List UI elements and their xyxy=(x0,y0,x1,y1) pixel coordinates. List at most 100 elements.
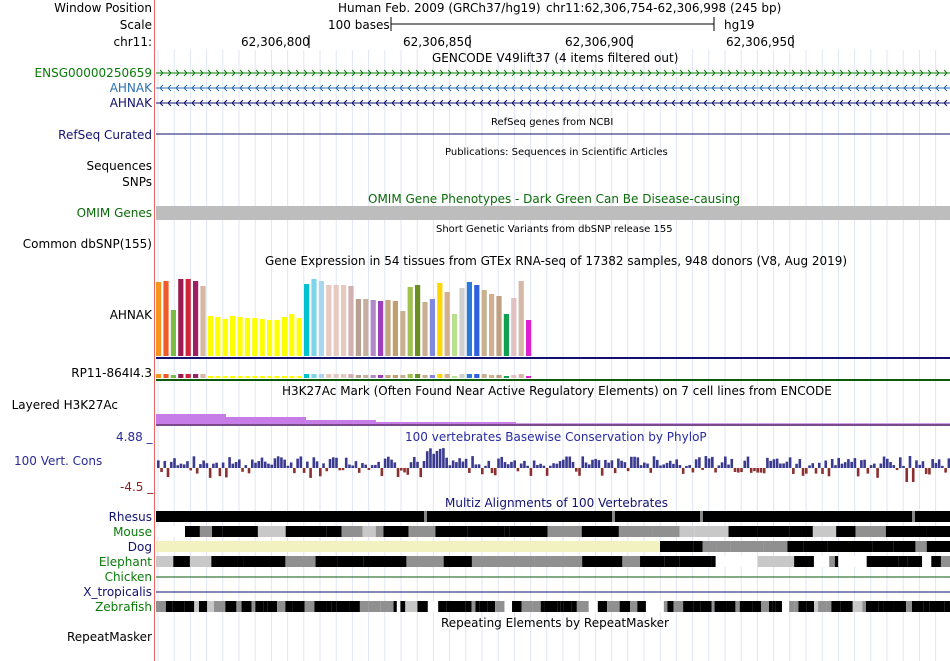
alignment-block xyxy=(693,541,703,552)
phylop-conservation-bars[interactable] xyxy=(0,0,950,500)
species-label-elephant[interactable]: Elephant xyxy=(98,555,152,569)
strand-arrow xyxy=(431,99,436,107)
alignment-block xyxy=(211,556,238,567)
assembly-text: Human Feb. 2009 (GRCh37/hg19) xyxy=(338,1,541,15)
phylop-positive-bar xyxy=(173,458,176,468)
alignment-block xyxy=(798,601,807,612)
alignment-block xyxy=(715,556,758,567)
phylop-label[interactable]: 100 Vert. Cons xyxy=(14,454,103,468)
strand-arrow xyxy=(279,69,284,77)
strand-arrow xyxy=(671,84,676,92)
alignment-block xyxy=(184,526,200,537)
phylop-negative-bar xyxy=(856,468,860,477)
alignment-block xyxy=(396,601,401,612)
phylop-positive-bar xyxy=(672,463,675,468)
strand-arrow xyxy=(655,69,660,77)
phylop-negative-bar xyxy=(759,468,763,473)
alignment-block xyxy=(834,556,839,567)
multiz-alignment-blocks[interactable] xyxy=(0,0,950,620)
phylop-positive-bar xyxy=(286,465,290,468)
gencode-gene-lines[interactable] xyxy=(0,0,950,120)
species-label-dog[interactable]: Dog xyxy=(127,540,152,554)
alignment-block xyxy=(184,601,195,612)
phylop-positive-bar xyxy=(902,465,905,468)
alignment-block xyxy=(885,526,927,537)
gtex-tissue-bar xyxy=(311,279,317,356)
alignment-block xyxy=(866,556,899,567)
h3k27ac-label[interactable]: Layered H3K27Ac xyxy=(11,398,118,412)
strand-arrow xyxy=(615,99,620,107)
phylop-negative-bar xyxy=(613,468,617,474)
phylop-negative-bar xyxy=(649,468,653,473)
alignment-block xyxy=(362,526,376,537)
strand-arrow xyxy=(943,69,948,77)
strand-arrow xyxy=(183,84,188,92)
species-label-mouse[interactable]: Mouse xyxy=(113,525,152,539)
phylop-positive-bar xyxy=(850,461,853,468)
phylop-negative-bar xyxy=(490,468,494,474)
snps-label[interactable]: SNPs xyxy=(122,175,152,189)
gtex-tissue-bar xyxy=(267,320,273,356)
strand-arrow xyxy=(719,69,724,77)
gtex-tissue-bar xyxy=(385,300,391,356)
phylop-positive-bar xyxy=(941,465,944,468)
gtex-gene-label-ahnak[interactable]: AHNAK xyxy=(109,308,152,322)
phylop-positive-bar xyxy=(182,464,186,468)
strand-arrow xyxy=(255,69,260,77)
repeatmasker-label[interactable]: RepeatMasker xyxy=(66,630,152,644)
gtex-tissue-bar-small xyxy=(422,375,428,378)
omim-gene-bar[interactable] xyxy=(156,206,950,220)
strand-arrow xyxy=(647,99,652,107)
alignment-block xyxy=(940,556,950,567)
strand-arrow xyxy=(751,99,756,107)
strand-arrow xyxy=(159,84,164,92)
phylop-positive-bar xyxy=(694,459,698,468)
gtex-expression-bars[interactable] xyxy=(0,0,950,385)
strand-arrow xyxy=(287,84,292,92)
alignment-block xyxy=(812,526,837,537)
strand-arrow xyxy=(607,99,612,107)
phylop-positive-bar xyxy=(636,457,640,468)
strand-arrow xyxy=(591,99,596,107)
phylop-negative-bar xyxy=(740,468,743,473)
gtex-gene-label-rp11[interactable]: RP11-864I4.3 xyxy=(71,366,152,380)
phylop-positive-bar xyxy=(422,461,426,468)
refseq-gene-line[interactable] xyxy=(0,0,950,140)
species-label-x-tropicalis[interactable]: X_tropicalis xyxy=(83,585,152,599)
species-label-chicken[interactable]: Chicken xyxy=(104,570,152,584)
gtex-tissue-bar xyxy=(370,300,376,356)
scale-label: Scale xyxy=(119,18,152,32)
alignment-block xyxy=(865,601,879,612)
gtex-tissue-bar xyxy=(163,281,169,356)
phylop-positive-bar xyxy=(202,460,205,468)
gtex-tissue-bar-small xyxy=(370,375,376,378)
alignment-block xyxy=(563,601,572,612)
phylop-positive-bar xyxy=(937,459,941,468)
alignment-block xyxy=(660,541,694,552)
strand-arrow xyxy=(703,84,708,92)
omim-genes-label[interactable]: OMIM Genes xyxy=(76,206,152,220)
dbsnp-label[interactable]: Common dbSNP(155) xyxy=(22,237,152,251)
strand-arrow xyxy=(535,84,540,92)
h3k27ac-signal[interactable] xyxy=(0,0,950,430)
strand-arrow xyxy=(327,84,332,92)
species-label-zebrafish[interactable]: Zebrafish xyxy=(95,600,152,614)
window-position-label: Window Position xyxy=(54,1,152,15)
gtex-tissue-bar-small xyxy=(163,374,169,378)
strand-arrow xyxy=(343,84,348,92)
scale-text: 100 bases xyxy=(328,18,390,32)
publications-sequences-label[interactable]: Sequences xyxy=(86,159,152,173)
gene-label-ahnak-2[interactable]: AHNAK xyxy=(109,96,152,110)
refseq-label[interactable]: RefSeq Curated xyxy=(58,128,152,142)
gene-label-ensg[interactable]: ENSG00000250659 xyxy=(34,66,152,80)
strand-arrow xyxy=(519,99,524,107)
gene-label-ahnak-1[interactable]: AHNAK xyxy=(109,81,152,95)
species-label-rhesus[interactable]: Rhesus xyxy=(108,510,152,524)
strand-arrow xyxy=(543,69,548,77)
gtex-tissue-bar xyxy=(518,281,524,356)
strand-arrow xyxy=(319,69,324,77)
gtex-tissue-bar xyxy=(444,292,450,356)
alignment-block xyxy=(852,601,863,612)
strand-arrow xyxy=(247,99,252,107)
phylop-positive-bar xyxy=(510,461,513,468)
